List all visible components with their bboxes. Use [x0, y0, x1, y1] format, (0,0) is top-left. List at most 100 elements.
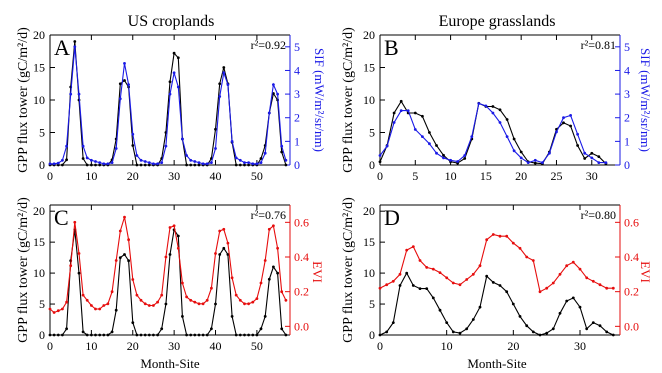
right-series-point-c [222, 227, 226, 231]
right-series-point-c [106, 302, 110, 306]
r2-label-d: r²=0.80 [581, 208, 616, 222]
right-series-point-a [172, 71, 176, 75]
gpp-series-point-d [498, 284, 502, 287]
right-series-point-b [604, 161, 608, 165]
gpp-series-point-c [48, 333, 52, 337]
gpp-series-point-a [247, 163, 251, 167]
right-series-point-c [263, 259, 267, 262]
gpp-series-point-a [90, 163, 93, 167]
right-series-point-d [378, 286, 382, 290]
right-series-point-b [428, 142, 431, 146]
right-series-point-a [210, 161, 213, 165]
right-series-point-d [431, 267, 435, 271]
gpp-series-point-d [405, 271, 409, 275]
y-tick-label-right-d: 0.6 [624, 215, 639, 229]
right-series-point-d [511, 241, 515, 245]
right-series-point-a [176, 85, 180, 89]
right-series-point-a [238, 158, 242, 162]
x-tick-label-c: 40 [210, 339, 222, 353]
gpp-series-point-d [485, 274, 489, 278]
right-series-point-b [597, 161, 601, 165]
gpp-series-line-d [379, 271, 614, 336]
right-series-point-b [576, 132, 579, 136]
right-series-point-b [569, 114, 572, 117]
y-tick-label-right-d: 0.0 [624, 319, 639, 333]
right-series-point-c [189, 298, 193, 302]
y-tick-label-right-d: 0.2 [624, 285, 639, 299]
right-series-point-b [378, 154, 382, 157]
gpp-series-point-d [378, 333, 382, 337]
right-series-point-c [255, 297, 259, 300]
right-series-point-a [135, 154, 139, 157]
evi-axis-label-c: EVI [310, 261, 325, 283]
gpp-axis-label-bottom-right: GPP flux tower (gC/m²/d) [341, 197, 356, 343]
y-tick-label-left-d: 5 [369, 297, 375, 311]
right-series-point-d [385, 283, 389, 287]
gpp-series-point-d [605, 330, 609, 334]
y-tick-label-right-a: 4 [294, 63, 300, 77]
gpp-series-point-d [565, 299, 569, 303]
right-series-point-c [226, 241, 230, 245]
right-series-point-d [391, 279, 395, 283]
gpp-series-point-c [152, 333, 155, 337]
right-series-point-b [406, 109, 410, 112]
right-series-point-c [114, 259, 118, 262]
gpp-series-point-a [185, 163, 189, 167]
gpp-series-point-c [61, 333, 64, 337]
right-series-point-b [562, 116, 565, 120]
right-series-point-a [85, 156, 89, 160]
gpp-series-point-c [218, 253, 222, 256]
right-series-point-a [61, 158, 64, 162]
right-series-point-c [284, 298, 288, 302]
gpp-series-point-d [518, 315, 522, 318]
right-series-point-a [106, 162, 110, 166]
right-series-point-c [205, 298, 209, 302]
y-tick-label-right-b: 3 [624, 87, 630, 101]
gpp-series-point-c [263, 315, 267, 318]
y-tick-label-right-c: 0.6 [294, 215, 309, 229]
right-series-point-b [533, 158, 537, 162]
right-series-point-d [471, 272, 475, 276]
right-series-point-a [197, 161, 201, 165]
gpp-series-point-a [65, 158, 68, 162]
right-series-point-c [61, 307, 64, 311]
right-series-point-b [456, 160, 459, 163]
gpp-series-point-a [234, 163, 238, 167]
right-series-point-b [449, 158, 452, 162]
right-series-point-b [583, 151, 587, 155]
right-series-point-d [571, 260, 575, 264]
gpp-series-point-a [123, 79, 126, 82]
gpp-series-point-c [147, 333, 151, 337]
right-series-point-d [591, 279, 595, 283]
gpp-series-point-d [478, 305, 482, 309]
y-tick-label-right-a: 1 [294, 134, 300, 148]
gpp-series-point-c [143, 333, 147, 337]
gpp-series-point-d [505, 290, 509, 294]
right-series-point-a [272, 83, 275, 86]
r2-label-c: r²=0.76 [251, 208, 286, 222]
right-series-point-d [425, 266, 429, 269]
gpp-series-point-c [156, 333, 160, 337]
gpp-series-point-a [85, 163, 89, 167]
right-series-point-a [234, 156, 238, 160]
right-series-point-a [73, 45, 77, 49]
gpp-series-point-b [428, 131, 431, 134]
right-series-point-c [243, 302, 246, 306]
right-series-point-d [451, 281, 455, 285]
gpp-series-point-d [491, 281, 495, 284]
x-tick-label-c: 50 [251, 339, 263, 353]
right-series-point-c [98, 307, 102, 311]
right-series-point-a [280, 144, 284, 148]
right-series-point-a [94, 160, 97, 163]
gpp-series-point-c [210, 327, 213, 331]
right-series-point-b [590, 156, 594, 160]
right-series-point-a [90, 158, 93, 162]
right-series-point-b [413, 128, 417, 131]
r2-label-a: r²=0.92 [251, 38, 286, 52]
y-tick-label-left-b: 5 [369, 126, 375, 140]
gpp-series-point-a [197, 163, 201, 167]
gpp-series-point-a [284, 163, 288, 167]
right-series-point-a [185, 154, 189, 157]
right-series-point-b [470, 135, 474, 139]
right-series-point-c [201, 302, 205, 306]
